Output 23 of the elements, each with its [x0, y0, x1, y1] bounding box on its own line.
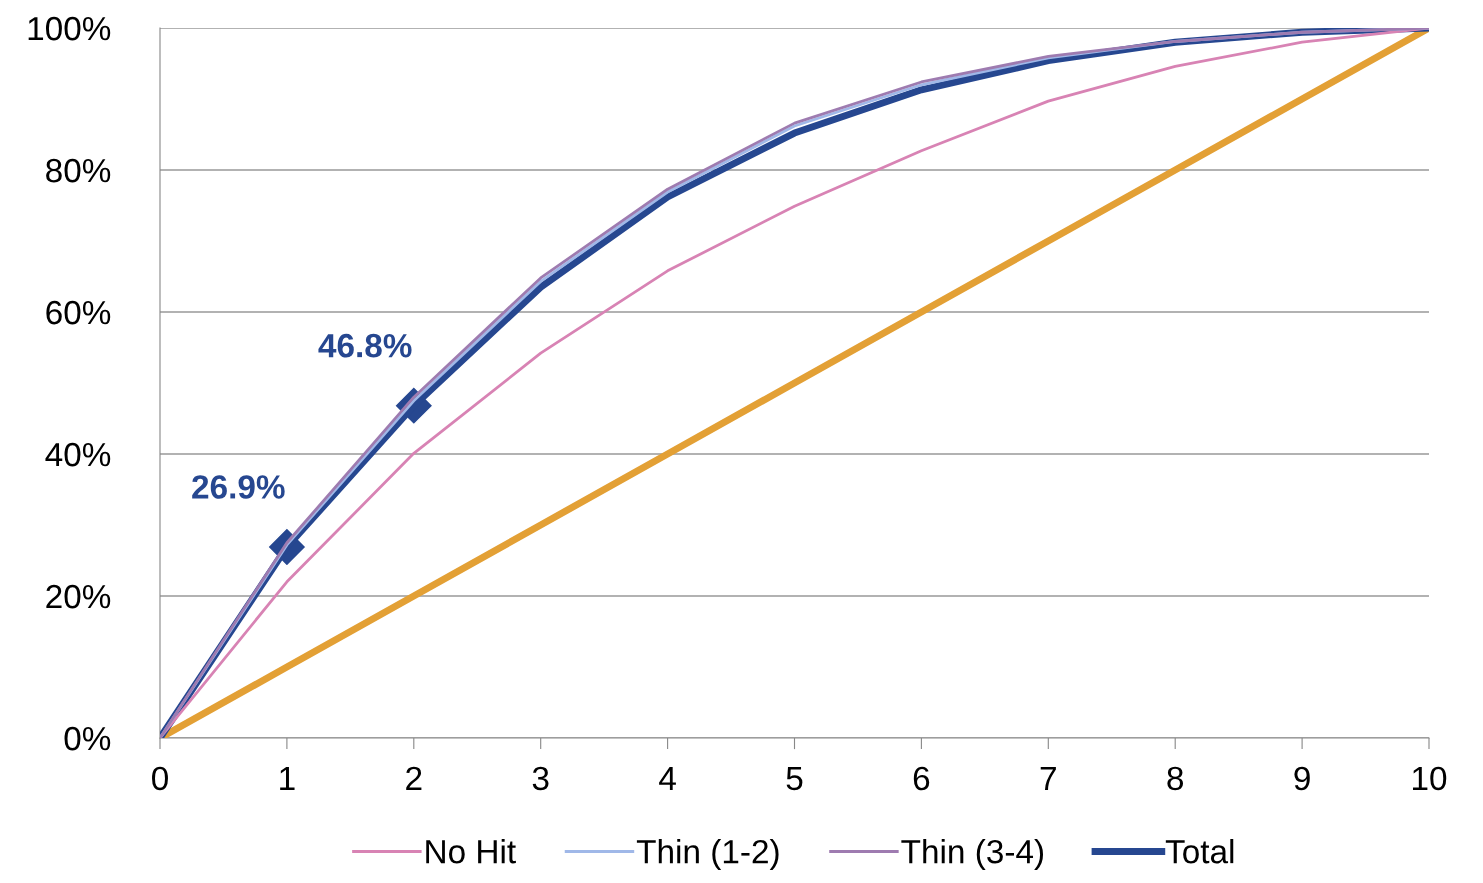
- x-tick-label: 4: [659, 767, 676, 790]
- legend-label: Thin (1-2): [636, 839, 779, 871]
- x-tick-label: 6: [913, 766, 930, 791]
- y-tick-label: 20%: [46, 584, 111, 609]
- y-tick-label: 100%: [28, 16, 111, 41]
- data-label: 26.9%: [192, 475, 285, 499]
- x-tick-label: 10: [1413, 766, 1447, 791]
- x-tick-label: 5: [786, 767, 803, 791]
- x-tick-label: 9: [1294, 766, 1310, 791]
- x-tick-label: 8: [1167, 766, 1184, 791]
- x-tick-label: 0: [152, 766, 168, 791]
- x-tick-label: 3: [532, 766, 549, 791]
- data-label: 46.8%: [318, 333, 412, 358]
- y-tick-label: 0%: [64, 726, 111, 751]
- y-tick-label: 40%: [45, 442, 111, 467]
- legend-label: Total: [1165, 839, 1234, 864]
- x-tick-label: 2: [406, 766, 422, 790]
- legend-label: Thin (3-4): [901, 839, 1044, 871]
- x-tick-label: 7: [1040, 767, 1056, 790]
- legend-label: No Hit: [426, 839, 516, 864]
- y-tick-label: 60%: [46, 300, 111, 325]
- y-tick-label: 80%: [46, 158, 111, 183]
- x-tick-label: 1: [280, 767, 295, 790]
